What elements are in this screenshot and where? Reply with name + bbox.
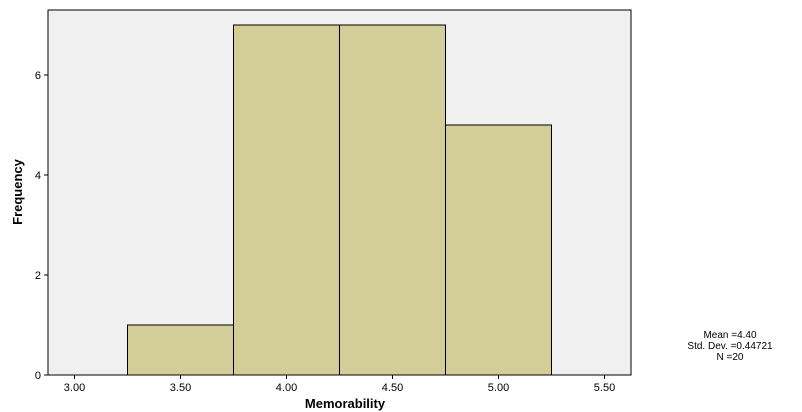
histogram-bar-1: [127, 324, 234, 376]
x-axis-ticks: 3.00 3.50 4.00 4.50 5.00 5.50: [64, 375, 615, 394]
n-stat: N =20: [716, 352, 744, 363]
histogram-bar-3: [339, 24, 446, 376]
std-dev-stat: Std. Dev. =0.44721: [687, 341, 773, 352]
histogram-bar-2: [233, 24, 340, 376]
mean-stat: Mean =4.40: [703, 330, 757, 341]
y-tick-label: 2: [35, 270, 41, 282]
y-tick-label: 6: [35, 70, 41, 82]
y-axis-title: Frequency: [10, 158, 25, 225]
y-tick-label: 0: [35, 370, 41, 382]
y-axis-ticks: 0 2 4 6: [35, 70, 48, 382]
summary-statistics: Mean =4.40 Std. Dev. =0.44721 N =20: [655, 330, 802, 363]
y-tick-label: 4: [35, 170, 41, 182]
x-tick-label: 4.50: [382, 382, 403, 394]
x-tick-label: 5.00: [488, 382, 509, 394]
x-tick-label: 5.50: [594, 382, 615, 394]
x-tick-label: 3.50: [170, 382, 191, 394]
x-axis-title: Memorability: [305, 396, 386, 411]
histogram-bar-4: [445, 124, 552, 376]
x-tick-label: 3.00: [64, 382, 85, 394]
x-tick-label: 4.00: [276, 382, 297, 394]
bars-group: [127, 24, 552, 376]
